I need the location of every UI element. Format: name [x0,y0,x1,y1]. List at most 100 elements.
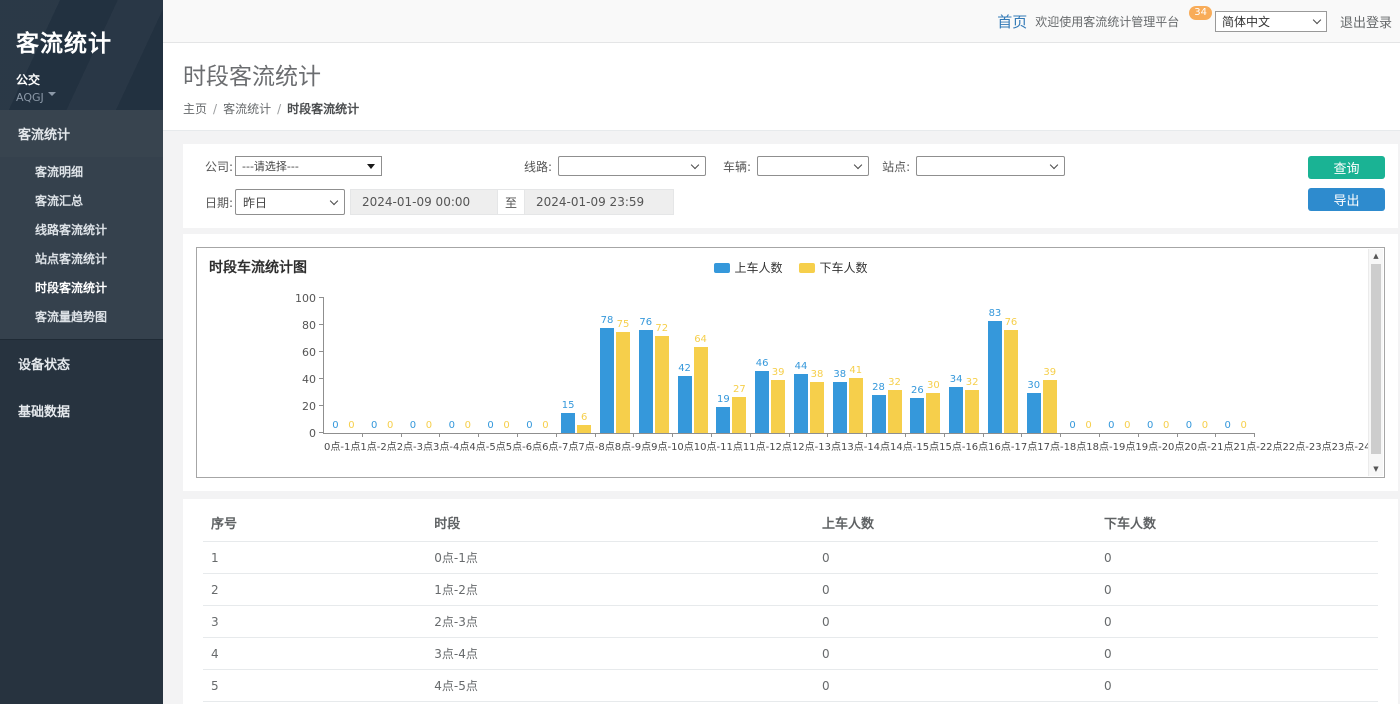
bar-column: 28 [871,382,886,433]
date-end-input[interactable]: 2024-01-09 23:59 [525,189,674,215]
legend-item[interactable]: 下车人数 [798,259,868,276]
x-axis-tick [1100,433,1139,437]
x-axis-label-text: 9点-10点 [651,442,694,453]
sidebar-submenu: 客流明细客流汇总线路客流统计 站点客流统计 时段客流统计 客流量趋势图 [0,157,163,339]
scroll-down-icon[interactable]: ▼ [1373,465,1379,473]
bar-value-label: 76 [639,317,653,329]
bar [1003,330,1018,433]
x-axis-tick [828,433,868,437]
bar-value-label: 0 [1146,420,1154,431]
date-preset-select[interactable]: 昨日 [235,189,345,215]
bar-value-label: 0 [1069,420,1076,431]
breadcrumb-item[interactable]: 客流统计 [223,102,272,116]
bar-value-label: 30 [926,379,940,391]
bar-value-label: 0 [526,420,533,431]
sidebar-item[interactable]: 基础数据 [18,405,71,420]
sidebar-subitem[interactable]: 客流量趋势图 [35,310,108,324]
bar-column: 72 [654,323,669,433]
x-axis-label-text: 1点-2点 [360,442,397,453]
sidebar-subitem[interactable]: 站点客流统计 [35,252,108,266]
export-button[interactable]: 导出 [1308,188,1385,211]
bar-column: 0 [1182,420,1196,433]
search-button[interactable]: 查询 [1308,156,1385,179]
bar-column: 0 [1159,420,1173,433]
scroll-up-icon[interactable]: ▲ [1373,252,1379,260]
bar [716,407,731,433]
station-select[interactable] [916,156,1066,176]
x-axis-tick [984,433,1023,437]
date-start-input[interactable]: 2024-01-09 00:00 [350,189,497,215]
x-axis-label-text: 12点-13点 [791,442,841,453]
bar-column: 32 [887,377,902,433]
bar [809,381,824,433]
bar-value-label: 34 [949,374,963,386]
legend-item[interactable]: 上车人数 [713,259,783,276]
bar-value-label: 6 [580,411,588,423]
bar-value-label: 19 [716,394,730,406]
chart-title: 时段车流统计图 [209,260,307,276]
bar-column: 0 [445,420,459,433]
sidebar-subitem[interactable]: 客流汇总 [35,194,84,208]
bar-value-label: 0 [1162,420,1170,431]
x-axis-tick [1022,433,1062,437]
bar [654,335,669,433]
bar-column: 0 [383,420,397,433]
x-axis-tick [557,433,596,437]
bar-value-label: 38 [810,368,824,380]
bar [848,377,863,433]
line-select[interactable] [558,156,707,176]
sidebar-subitem[interactable]: 线路客流统计 [35,223,108,237]
x-axis-label: 1点-2点 [360,438,396,453]
x-axis-label-text: 8点-9点 [614,442,652,453]
y-axis-tick-mark [319,324,324,325]
bar [987,320,1002,433]
bar [949,387,964,433]
x-axis-tick [324,433,363,437]
sidebar-subitem[interactable]: 客流明细 [35,165,84,179]
chart-scrollbar[interactable]: ▲ ▼ [1368,249,1383,476]
x-axis-label-text: 16点-17点 [988,442,1038,453]
home-link[interactable]: 首页 [997,12,1028,31]
bar-column: 38 [832,369,847,433]
sidebar-item-passenger-stats[interactable]: 客流统计 [0,110,163,157]
station-label: 站点: [882,159,911,174]
logout-link[interactable]: 退出登录 [1339,15,1392,31]
sidebar-subitem[interactable]: 时段客流统计 [35,281,108,295]
scrollbar-thumb[interactable] [1371,264,1381,454]
bar [693,346,708,433]
bar-column: 34 [949,374,964,433]
breadcrumb-separator: / [277,102,282,116]
x-axis-label-text: 7点-8点 [578,442,615,453]
x-axis-tick [596,433,635,437]
breadcrumb-separator: / [213,102,218,116]
x-axis-ticks [324,433,1256,437]
table-cell: 3点-4点 [426,637,814,670]
bar-value-label: 0 [542,420,549,431]
topbar: 首页 欢迎使用客流统计管理平台 34 简体中文 退出登录 [163,0,1400,43]
x-axis-label-text: 11点-12点 [742,442,792,453]
company-select[interactable]: ---请选择--- [235,156,382,176]
bar-value-label: 0 [409,420,417,431]
org-code-dropdown[interactable]: AQGJ [16,91,163,104]
x-axis-tick [363,433,402,437]
bar-column: 0 [1104,420,1118,433]
breadcrumb-item[interactable]: 主页 [183,102,208,116]
bar-group: 28 32 [867,298,906,433]
table-header-cell: 上车人数 [814,503,1096,542]
sidebar-item[interactable]: 设备状态 [18,358,71,373]
x-axis-tick [867,433,906,437]
x-axis-label: 19点-20点 [1135,438,1184,453]
vehicle-select[interactable] [757,156,870,176]
chevron-down-icon [690,160,700,169]
bar-group: 44 38 [790,298,829,433]
language-select[interactable]: 简体中文 [1214,10,1327,32]
bar-value-label: 78 [600,314,614,326]
bar-value-label: 42 [678,363,691,375]
x-axis-tick [1061,433,1100,437]
